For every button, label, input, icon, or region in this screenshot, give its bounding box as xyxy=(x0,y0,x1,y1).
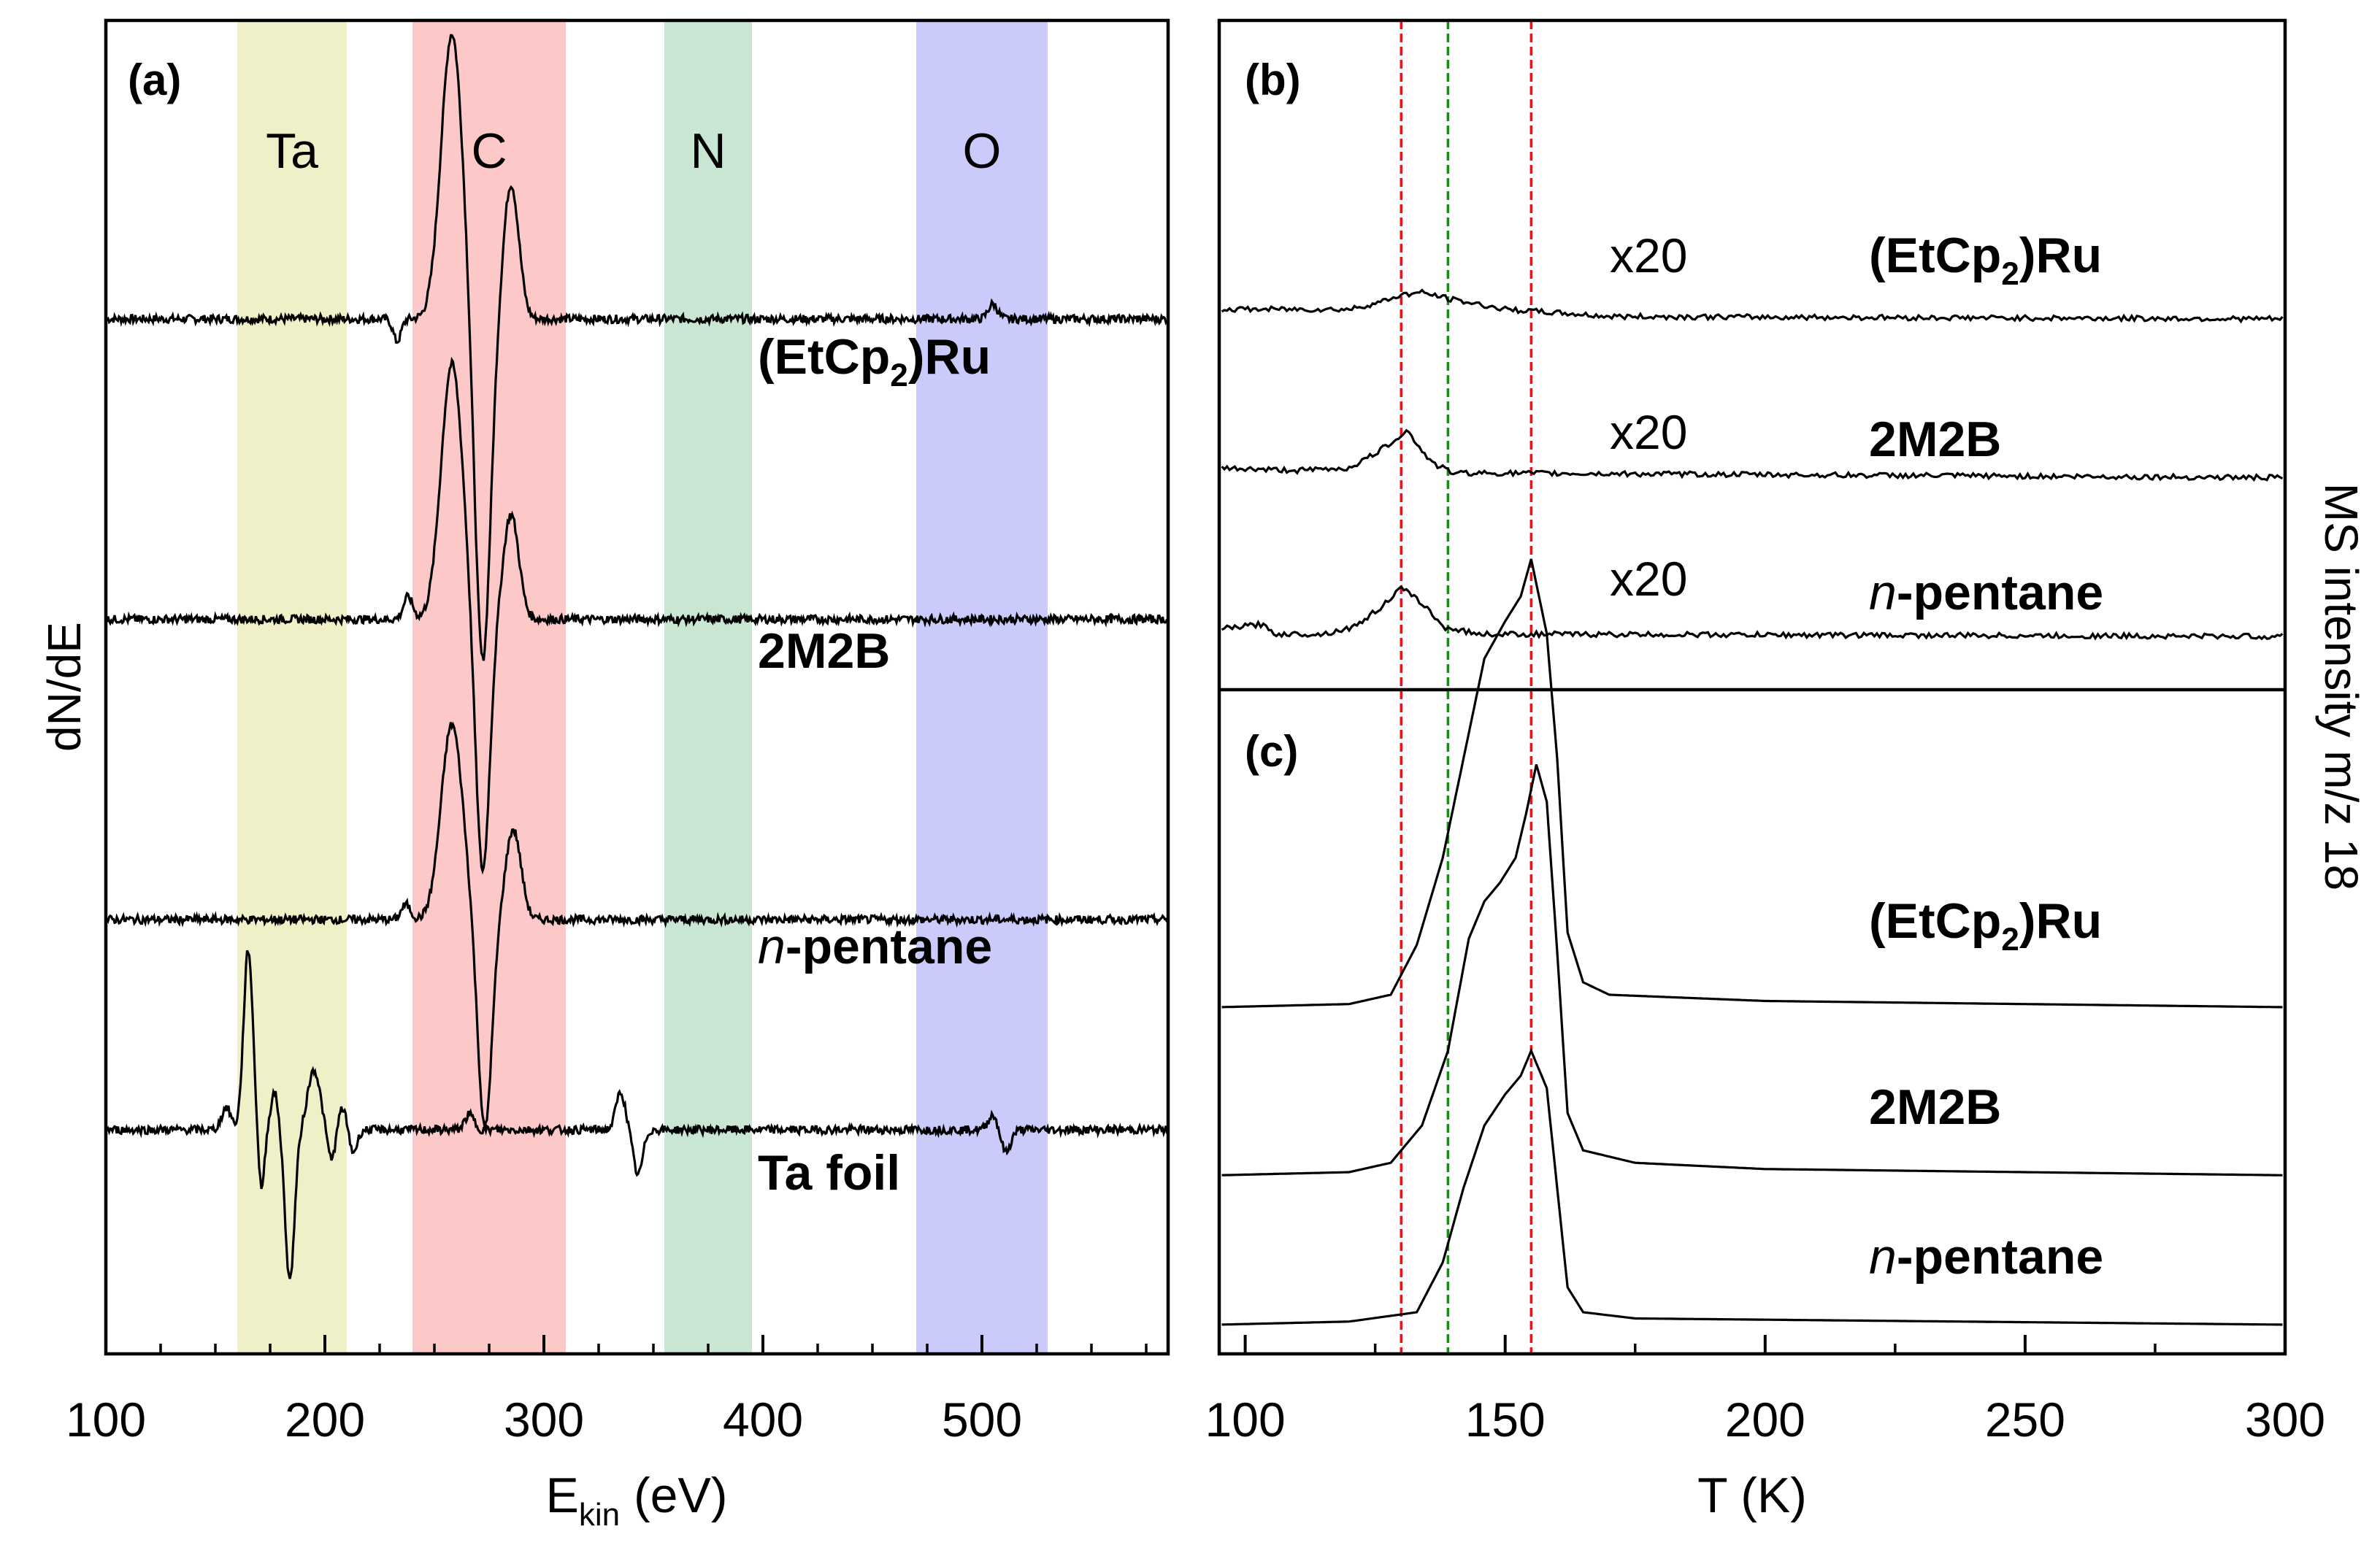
band-label-o: O xyxy=(963,123,1002,179)
spectrum-label-etcp2-ru: (EtCp2)Ru xyxy=(758,329,991,393)
x-tick-label-a-400: 400 xyxy=(723,1393,803,1447)
spectrum-etcp2-ru xyxy=(106,34,1168,661)
trace-b-label-etcp2-ru: (EtCp2)Ru xyxy=(1869,228,2102,292)
multiplier-n-pentane: x20 xyxy=(1610,552,1687,606)
spectrum-2m2b xyxy=(105,356,1169,875)
x-tick-label-c-250: 250 xyxy=(1985,1393,2065,1447)
x-tick-label-a-500: 500 xyxy=(942,1393,1022,1447)
panel-bc: x20 (EtCp2)Ru x20 2M2B x20 n-pentane (EtCp2)R… xyxy=(1205,18,2368,1523)
panel-a: Ta C N O (EtCp2)Ru 2M2B n-pentane Ta foil 100 2… xyxy=(38,18,1170,1533)
x-tick-label-c-200: 200 xyxy=(1725,1393,1805,1447)
trace-c-2m2b xyxy=(1221,763,2283,1177)
trace-c-label-2m2b: 2M2B xyxy=(1869,1079,2001,1135)
spectra-a: (EtCp2)Ru 2M2B n-pentane Ta foil xyxy=(105,34,1169,1279)
x-tick-label-a-100: 100 xyxy=(66,1393,146,1447)
plot-frame-bc xyxy=(1217,18,2287,1356)
trace-c-label-etcp2-ru: (EtCp2)Ru xyxy=(1869,893,2102,958)
band-label-c: C xyxy=(471,123,507,179)
multiplier-etcp2-ru: x20 xyxy=(1610,228,1687,282)
x-axis-label-a: Ekin (eV) xyxy=(546,1468,728,1533)
trace-c-label-n-pentane: n-pentane xyxy=(1869,1229,2103,1285)
multiplier-2m2b: x20 xyxy=(1610,405,1687,459)
x-axis-label-c: T (K) xyxy=(1697,1468,1807,1523)
trace-c-etcp2-ru xyxy=(1221,558,2283,1009)
x-tick-label-c-300: 300 xyxy=(2245,1393,2325,1447)
panel-label-c: (c) xyxy=(1245,727,1298,776)
band-o xyxy=(916,20,1048,1354)
spectrum-n-pentane xyxy=(106,721,1168,1128)
traces-c: (EtCp2)Ru 2M2B n-pentane xyxy=(1221,558,2283,1326)
band-label-ta: Ta xyxy=(266,123,318,179)
band-n xyxy=(664,20,752,1354)
x-tick-label-a-200: 200 xyxy=(285,1393,365,1447)
trace-b-etcp2-ru xyxy=(1221,288,2284,324)
x-axis-c: 100 150 200 250 300 xyxy=(1205,1335,2325,1447)
band-label-n: N xyxy=(690,123,726,179)
reference-lines xyxy=(1400,20,1533,1354)
y-axis-label-right: MS intensity m/z 18 xyxy=(2315,483,2368,890)
band-ta xyxy=(237,20,347,1354)
spectrum-label-n-pentane: n-pentane xyxy=(758,919,992,974)
y-axis-label-a: dN/dE xyxy=(38,622,91,752)
trace-c-n-pentane xyxy=(1221,1047,2283,1326)
panel-label-b: (b) xyxy=(1245,55,1301,104)
x-tick-label-c-150: 150 xyxy=(1465,1393,1546,1447)
x-axis-a: 100 200 300 400 500 xyxy=(66,1335,1148,1447)
spectrum-label-2m2b: 2M2B xyxy=(758,623,890,679)
x-tick-label-c-100: 100 xyxy=(1205,1393,1286,1447)
spectrum-ta-foil xyxy=(106,950,1169,1279)
x-tick-label-a-300: 300 xyxy=(504,1393,584,1447)
panel-label-a: (a) xyxy=(128,55,181,104)
trace-b-2m2b xyxy=(1221,428,2284,482)
spectrum-label-ta-foil: Ta foil xyxy=(758,1145,900,1201)
trace-b-label-n-pentane: n-pentane xyxy=(1869,565,2103,620)
plot-frame-a xyxy=(104,18,1170,1356)
trace-b-n-pentane xyxy=(1221,585,2284,641)
trace-b-label-2m2b: 2M2B xyxy=(1869,412,2001,467)
traces-b: x20 (EtCp2)Ru x20 2M2B x20 n-pentane xyxy=(1221,228,2284,641)
